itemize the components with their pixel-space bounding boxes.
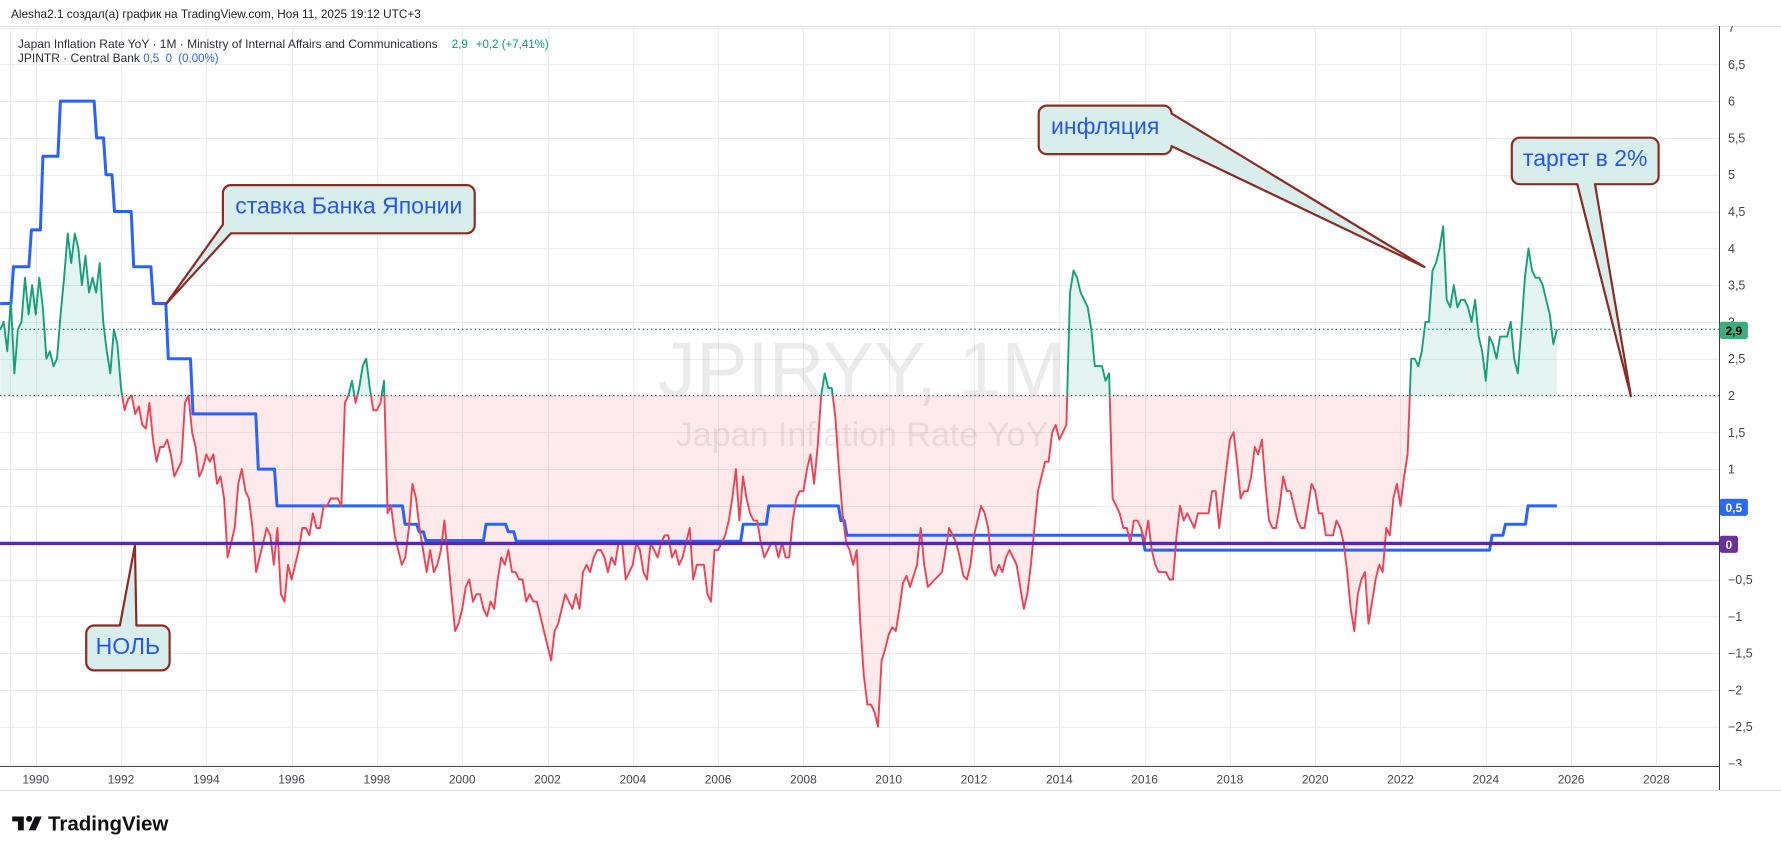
svg-text:2014: 2014	[1046, 773, 1073, 787]
svg-text:ставка Банка Японии: ставка Банка Японии	[235, 192, 462, 218]
svg-text:1994: 1994	[193, 773, 220, 787]
svg-text:−3: −3	[1728, 757, 1742, 771]
svg-text:4,5: 4,5	[1728, 205, 1745, 219]
svg-text:1,5: 1,5	[1728, 426, 1745, 440]
svg-text:1992: 1992	[108, 773, 135, 787]
svg-text:6,5: 6,5	[1728, 58, 1745, 72]
svg-text:JPIRYY, 1M: JPIRYY, 1M	[657, 327, 1065, 413]
svg-text:таргет в 2%: таргет в 2%	[1523, 145, 1648, 171]
svg-text:1: 1	[1728, 463, 1735, 477]
svg-text:2020: 2020	[1302, 773, 1329, 787]
svg-text:4: 4	[1728, 242, 1735, 256]
svg-text:6: 6	[1728, 95, 1735, 109]
svg-text:2006: 2006	[705, 773, 732, 787]
svg-text:2018: 2018	[1217, 773, 1244, 787]
svg-text:НОЛЬ: НОЛЬ	[96, 633, 160, 659]
svg-text:2008: 2008	[790, 773, 817, 787]
svg-text:1998: 1998	[364, 773, 391, 787]
svg-text:TradingView: TradingView	[48, 813, 168, 836]
svg-text:5,5: 5,5	[1728, 131, 1745, 145]
svg-text:−2,5: −2,5	[1728, 720, 1753, 734]
svg-text:Japan Inflation Rate YoY · 1M: Japan Inflation Rate YoY · 1M · Ministry…	[18, 37, 438, 51]
svg-text:0,5: 0,5	[1725, 501, 1742, 515]
svg-text:7: 7	[1728, 21, 1735, 35]
svg-text:−0,5: −0,5	[1728, 573, 1753, 587]
svg-text:−1: −1	[1728, 610, 1742, 624]
svg-text:Japan Inflation Rate YoY: Japan Inflation Rate YoY	[676, 416, 1048, 454]
svg-text:1990: 1990	[22, 773, 49, 787]
svg-text:2028: 2028	[1643, 773, 1670, 787]
svg-text:5: 5	[1728, 168, 1735, 182]
svg-text:2024: 2024	[1472, 773, 1499, 787]
svg-text:−2: −2	[1728, 683, 1742, 697]
svg-text:2004: 2004	[619, 773, 646, 787]
svg-text:1996: 1996	[278, 773, 305, 787]
svg-text:JPINTR · Central Bank: JPINTR · Central Bank	[18, 51, 141, 65]
svg-text:2000: 2000	[449, 773, 476, 787]
svg-text:2022: 2022	[1387, 773, 1414, 787]
svg-text:инфляция: инфляция	[1051, 113, 1159, 139]
svg-text:2012: 2012	[961, 773, 988, 787]
svg-text:0,50(0,00%): 0,5 0 (0,00%)	[143, 53, 219, 65]
svg-text:0: 0	[1726, 538, 1733, 552]
svg-text:3,5: 3,5	[1728, 279, 1745, 293]
svg-text:2002: 2002	[534, 773, 561, 787]
svg-text:−1,5: −1,5	[1728, 647, 1753, 661]
svg-text:2: 2	[1728, 389, 1735, 403]
svg-text:2,9: 2,9	[1725, 324, 1742, 338]
svg-text:2026: 2026	[1558, 773, 1585, 787]
svg-text:2,9+0,2 (+7,41%): 2,9 +0,2 (+7,41%)	[452, 39, 549, 51]
svg-text:2,5: 2,5	[1728, 352, 1745, 366]
svg-text:2010: 2010	[875, 773, 902, 787]
svg-text:Alesha2.1 создал(а) график на: Alesha2.1 создал(а) график на TradingVie…	[11, 7, 421, 21]
svg-text:2016: 2016	[1131, 773, 1158, 787]
